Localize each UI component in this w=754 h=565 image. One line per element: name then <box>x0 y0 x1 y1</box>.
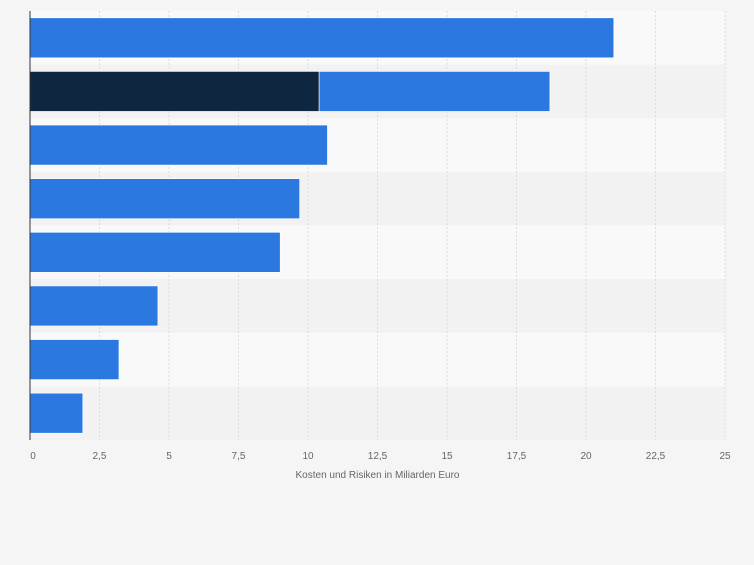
x-tick-label: 2,5 <box>93 451 107 462</box>
x-tick-label: 22,5 <box>646 451 666 462</box>
x-tick-label: 20 <box>580 451 592 462</box>
x-tick-label: 5 <box>166 451 172 462</box>
bar-6-segment-2 <box>29 285 159 327</box>
bar-1-segment-2 <box>29 17 615 59</box>
bar-7-segment-2 <box>29 339 120 380</box>
bar-3-segment-2 <box>29 124 328 166</box>
bar-4-segment-2 <box>29 178 300 219</box>
bars <box>29 17 615 434</box>
x-tick-label: 12,5 <box>368 451 388 462</box>
bar-8-segment-2 <box>29 392 84 434</box>
x-tick-label: 7,5 <box>232 451 246 462</box>
x-axis-ticks: 0 2,5 5 7,5 10 12,5 15 17,5 20 22,5 25 <box>30 451 731 462</box>
x-axis-title: Kosten und Risiken in Miliarden Euro <box>296 470 460 481</box>
x-tick-label: 15 <box>441 451 453 462</box>
x-tick-label: 17,5 <box>507 451 527 462</box>
bar-2-segment-2 <box>318 71 551 112</box>
bar-5-segment-2 <box>29 232 281 273</box>
x-tick-label: 25 <box>719 451 731 462</box>
bar-2-segment-1 <box>29 71 320 112</box>
x-tick-label: 10 <box>302 451 314 462</box>
x-tick-label: 0 <box>30 451 36 462</box>
